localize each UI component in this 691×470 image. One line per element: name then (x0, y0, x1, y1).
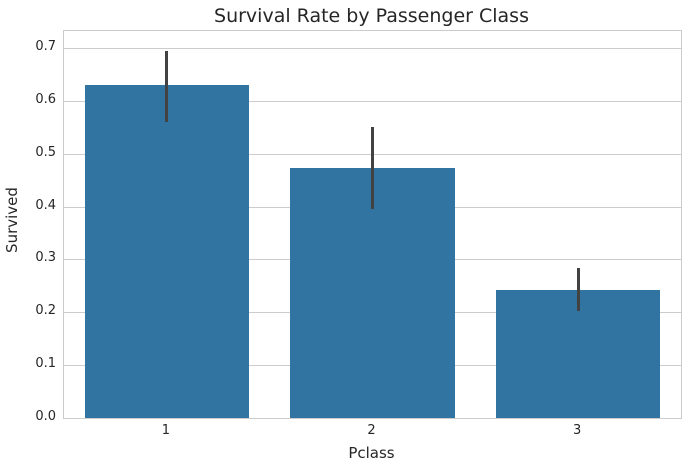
bar-pclass-2 (290, 167, 455, 418)
y-tick-label: 0.3 (35, 250, 56, 266)
bar-pclass-1 (84, 84, 250, 418)
x-tick-label: 1 (161, 423, 170, 438)
y-tick-label: 0.4 (35, 197, 56, 213)
x-axis-label: Pclass (348, 444, 395, 462)
y-tick-label: 0.0 (35, 409, 56, 424)
plot-area (63, 30, 682, 419)
error-bar-pclass-3 (576, 267, 580, 312)
error-bar-pclass-1 (165, 50, 169, 122)
error-bar-pclass-2 (371, 127, 374, 210)
gridline (64, 47, 681, 49)
y-tick-label: 0.7 (35, 38, 56, 54)
y-tick-label: 0.5 (35, 144, 56, 160)
x-tick-label: 3 (573, 423, 582, 438)
x-tick-label: 2 (367, 423, 376, 438)
y-tick-label: 0.6 (35, 91, 56, 107)
y-tick-label: 0.2 (35, 303, 56, 319)
bar-pclass-3 (495, 290, 661, 418)
gridline (64, 100, 681, 102)
y-tick-label: 0.1 (35, 356, 56, 372)
chart-title: Survival Rate by Passenger Class (214, 5, 529, 27)
